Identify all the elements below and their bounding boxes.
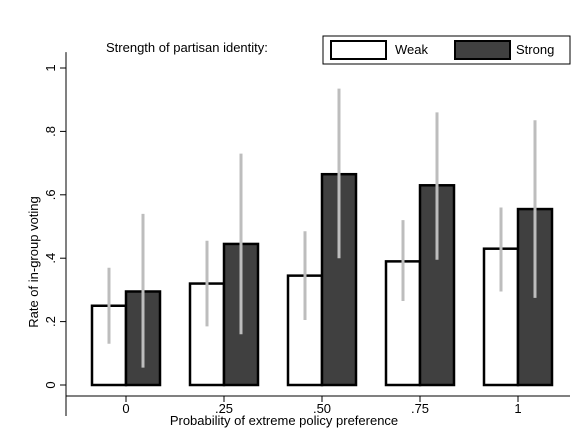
y-ticks-group: 0 .2 .4 .6 .8 1 xyxy=(43,64,66,389)
legend-title: Strength of partisan identity: xyxy=(106,40,268,55)
legend-label-strong: Strong xyxy=(516,42,554,57)
x-tick-label: .75 xyxy=(411,401,429,416)
bar-strong xyxy=(320,172,358,387)
y-tick-label: .4 xyxy=(43,253,58,264)
y-tick-label: .2 xyxy=(43,316,58,327)
y-tick-label: 0 xyxy=(43,381,58,388)
legend-swatch-weak xyxy=(330,40,387,60)
legend-label-weak: Weak xyxy=(395,42,428,57)
y-tick-label: .8 xyxy=(43,126,58,137)
axes-group xyxy=(65,52,570,416)
x-ticks-group: 0 .25 .50 .75 1 xyxy=(122,396,522,416)
x-axis-title: Probability of extreme policy preference xyxy=(170,413,398,428)
x-tick-label: .25 xyxy=(215,401,233,416)
x-tick-label: 1 xyxy=(514,401,521,416)
legend: Strength of partisan identity: Weak Stro… xyxy=(106,35,571,65)
legend-swatch-strong xyxy=(454,40,511,60)
y-axis-title: Rate of in-group voting xyxy=(26,196,41,328)
x-tick-label: 0 xyxy=(122,401,129,416)
confidence-intervals-group xyxy=(107,88,537,368)
y-tick-label: .6 xyxy=(43,189,58,200)
x-tick-label: .50 xyxy=(313,401,331,416)
y-tick-label: 1 xyxy=(43,64,58,71)
